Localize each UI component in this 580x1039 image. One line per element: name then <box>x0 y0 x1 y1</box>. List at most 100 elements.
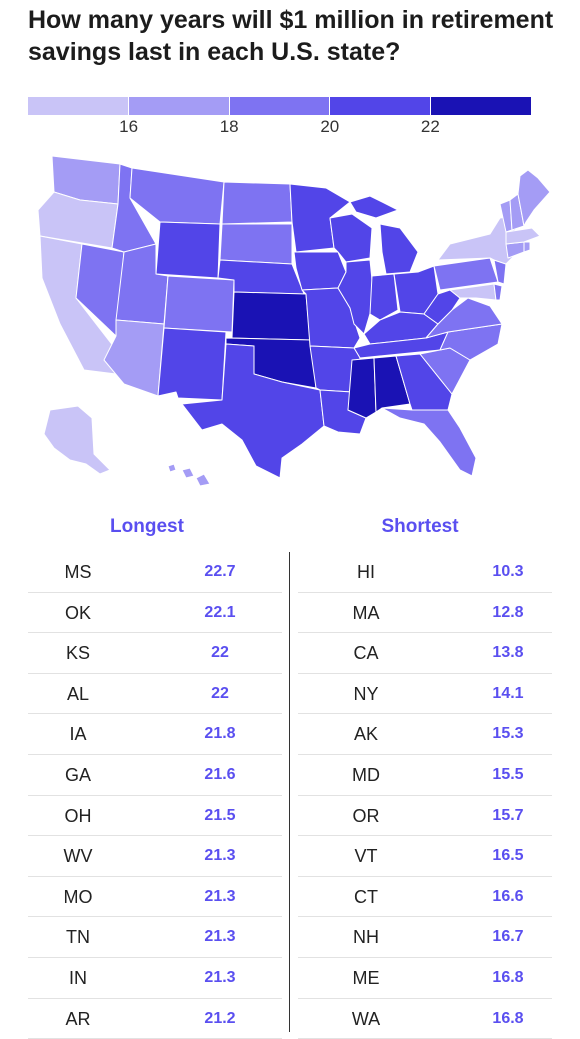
years-value: 16.8 <box>492 969 524 986</box>
table-row: AL 22 <box>28 674 282 715</box>
state-code: AL <box>66 683 90 704</box>
state-code: MO <box>63 886 93 907</box>
state-AL <box>373 355 411 413</box>
state-code: GA <box>64 765 92 785</box>
legend-swatch-2 <box>128 97 230 115</box>
table-row: AK 15.3 <box>298 714 552 755</box>
table-row: KS 22 <box>28 633 282 674</box>
years-value: 10.3 <box>492 563 524 580</box>
years-value: 14.1 <box>492 684 524 702</box>
state-code: CA <box>353 643 379 664</box>
us-choropleth-map <box>37 155 551 487</box>
years-value: 21.3 <box>204 969 236 986</box>
state-CO <box>163 275 235 333</box>
table-row: OR 15.7 <box>298 796 552 837</box>
legend-tick: 16 <box>119 117 139 136</box>
years-value: 21.2 <box>204 1009 236 1027</box>
legend-swatch-5 <box>431 97 531 115</box>
state-MT <box>129 167 225 225</box>
state-code: WV <box>63 846 93 867</box>
state-IA <box>293 251 347 291</box>
state-RI <box>523 241 531 253</box>
state-MI-upper <box>349 195 399 219</box>
state-code: WA <box>351 1008 381 1029</box>
table-row: NY 14.1 <box>298 674 552 715</box>
table-row: MD 15.5 <box>298 755 552 796</box>
state-TX <box>181 343 325 479</box>
color-legend: 16 18 20 22 <box>28 97 531 139</box>
table-row: MA 12.8 <box>298 593 552 634</box>
years-value: 21.3 <box>204 847 236 865</box>
years-value: 21.5 <box>204 806 236 824</box>
table-row: VT 16.5 <box>298 836 552 877</box>
legend-bar <box>28 97 531 115</box>
years-value: 16.7 <box>492 928 524 946</box>
state-code: AR <box>65 1008 91 1029</box>
table-row: HI 10.3 <box>298 552 552 593</box>
state-code: MD <box>352 765 380 785</box>
table-row: WV 21.3 <box>28 836 282 877</box>
state-code: OR <box>352 805 380 826</box>
state-code: VT <box>354 846 378 867</box>
years-value: 16.6 <box>492 887 524 905</box>
years-value: 21.3 <box>204 887 236 905</box>
table-row: OH 21.5 <box>28 796 282 837</box>
state-code: OH <box>64 805 92 826</box>
state-code: MS <box>64 562 92 582</box>
years-value: 16.8 <box>492 1009 524 1027</box>
table-row: TN 21.3 <box>28 917 282 958</box>
state-code: ME <box>352 968 380 988</box>
state-DE <box>493 283 503 301</box>
state-NM <box>157 327 227 401</box>
state-code: IN <box>69 968 87 988</box>
state-code: MA <box>352 602 380 623</box>
table-row: IN 21.3 <box>28 958 282 999</box>
state-SD <box>219 223 293 265</box>
years-value: 15.3 <box>492 725 524 743</box>
state-MA <box>505 227 541 245</box>
table-row: CA 13.8 <box>298 633 552 674</box>
page-title: How many years will $1 million in retire… <box>28 6 554 66</box>
state-ND <box>221 181 293 225</box>
legend-tick: 22 <box>420 117 440 136</box>
state-MI <box>379 223 419 275</box>
table-row: NH 16.7 <box>298 917 552 958</box>
years-value: 22 <box>211 684 229 702</box>
state-code: IA <box>69 724 87 745</box>
state-HI-3 <box>195 473 211 487</box>
state-code: TN <box>66 927 90 948</box>
legend-swatch-4 <box>330 97 432 115</box>
table-row: MS 22.7 <box>28 552 282 593</box>
state-IL <box>337 259 375 335</box>
table-row: IA 21.8 <box>28 714 282 755</box>
state-code: OK <box>64 602 92 623</box>
state-IN <box>369 273 399 321</box>
table-row: WA 16.8 <box>298 999 552 1039</box>
legend-swatch-1 <box>28 97 129 115</box>
state-WY <box>155 221 221 279</box>
state-HI-2 <box>181 467 195 479</box>
state-KS <box>231 291 311 341</box>
legend-tick: 20 <box>320 117 340 136</box>
years-value: 15.5 <box>492 766 524 783</box>
shortest-header: Shortest <box>381 516 459 537</box>
years-value: 21.3 <box>204 928 236 946</box>
years-value: 21.6 <box>204 766 236 783</box>
years-value: 13.8 <box>492 644 524 662</box>
longest-header: Longest <box>110 516 184 537</box>
legend-tick: 18 <box>219 117 239 136</box>
years-value: 16.5 <box>492 847 524 865</box>
state-WI <box>329 213 373 263</box>
table-row: CT 16.6 <box>298 877 552 918</box>
column-divider <box>289 552 290 1032</box>
table-row: AR 21.2 <box>28 999 282 1039</box>
state-MS <box>347 357 377 419</box>
state-FL <box>381 407 477 477</box>
legend-swatch-3 <box>229 97 331 115</box>
years-value: 22.1 <box>204 603 236 621</box>
table-row: GA 21.6 <box>28 755 282 796</box>
state-CT <box>505 241 525 259</box>
state-code: KS <box>65 643 91 664</box>
state-AK <box>43 405 111 475</box>
state-ME <box>517 169 551 227</box>
